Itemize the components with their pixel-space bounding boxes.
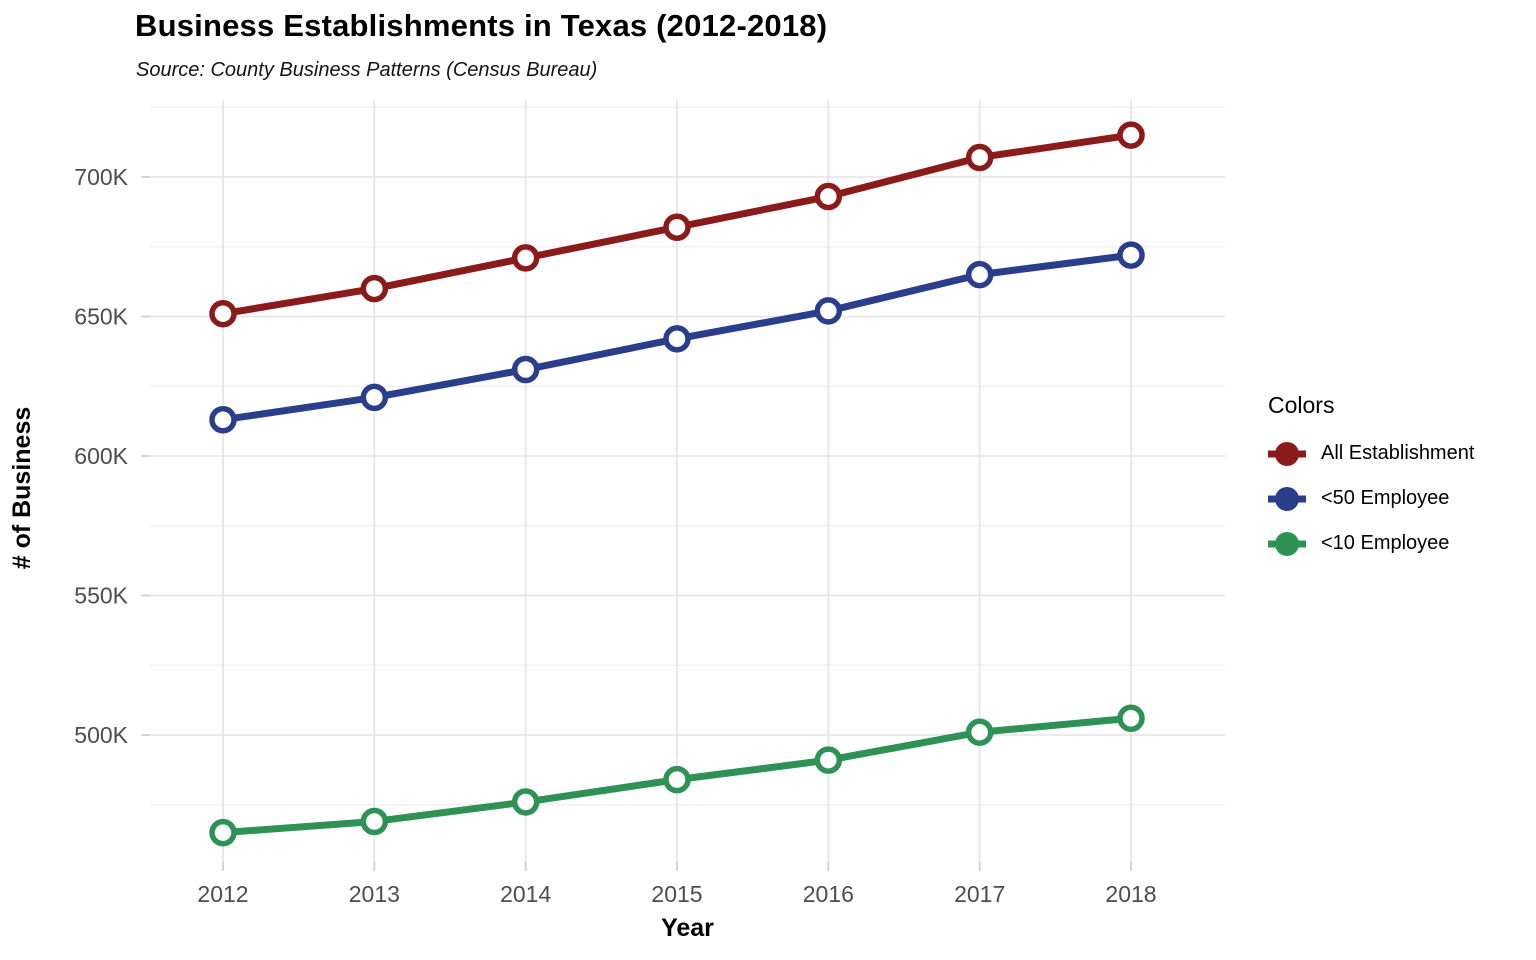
legend-entry: <50 Employee bbox=[1266, 476, 1474, 521]
data-point bbox=[360, 807, 389, 836]
legend-key-icon bbox=[1268, 531, 1306, 556]
legend-entry-label: <50 Employee bbox=[1321, 487, 1450, 509]
x-tick-label: 2018 bbox=[1105, 881, 1156, 907]
legend-key-icon bbox=[1268, 441, 1306, 466]
data-point bbox=[663, 325, 691, 353]
legend: Colors All Establishment <50 Employee <10 … bbox=[1266, 392, 1474, 566]
legend-entry: All Establishment bbox=[1266, 431, 1474, 476]
data-point bbox=[814, 297, 843, 325]
legend-entry: <10 Employee bbox=[1266, 521, 1474, 566]
data-point bbox=[1117, 121, 1145, 149]
legend-title: Colors bbox=[1268, 392, 1335, 418]
x-tick-label: 2012 bbox=[197, 881, 248, 907]
data-point bbox=[814, 746, 843, 774]
data-point bbox=[965, 718, 994, 746]
data-point bbox=[209, 818, 237, 847]
data-point bbox=[511, 788, 540, 816]
chart-subtitle: Source: County Business Patterns (Census… bbox=[136, 59, 598, 81]
legend-entry-label: All Establishment bbox=[1321, 442, 1475, 464]
x-tick-label: 2015 bbox=[651, 881, 702, 907]
chart-title: Business Establishments in Texas (2012-2… bbox=[135, 8, 828, 43]
data-point bbox=[965, 260, 994, 289]
y-tick-label: 600K bbox=[74, 443, 128, 469]
data-point bbox=[360, 274, 389, 303]
data-point bbox=[511, 244, 540, 272]
data-point bbox=[965, 143, 994, 172]
legend-entries: All Establishment <50 Employee <10 Employe… bbox=[1266, 431, 1474, 566]
data-point bbox=[511, 355, 540, 384]
y-tick-label: 650K bbox=[74, 304, 128, 330]
y-tick-label: 550K bbox=[74, 583, 128, 609]
x-tick-label: 2013 bbox=[349, 881, 400, 907]
x-tick-label: 2017 bbox=[954, 881, 1005, 907]
y-tick-label: 500K bbox=[74, 722, 128, 748]
data-point bbox=[360, 383, 389, 412]
x-axis-title: Year bbox=[661, 914, 714, 942]
data-point bbox=[814, 182, 843, 211]
data-point bbox=[209, 405, 237, 434]
legend-key-icon bbox=[1268, 486, 1306, 511]
legend-entry-label: <10 Employee bbox=[1321, 532, 1450, 554]
data-point bbox=[663, 765, 691, 794]
x-tick-label: 2014 bbox=[500, 881, 551, 907]
data-point bbox=[663, 213, 691, 241]
data-point bbox=[209, 299, 237, 328]
data-point bbox=[1117, 241, 1145, 269]
x-tick-label: 2016 bbox=[803, 881, 854, 907]
y-tick-label: 700K bbox=[74, 164, 128, 190]
data-point bbox=[1117, 704, 1145, 733]
y-axis-title: # of Business bbox=[8, 407, 36, 570]
